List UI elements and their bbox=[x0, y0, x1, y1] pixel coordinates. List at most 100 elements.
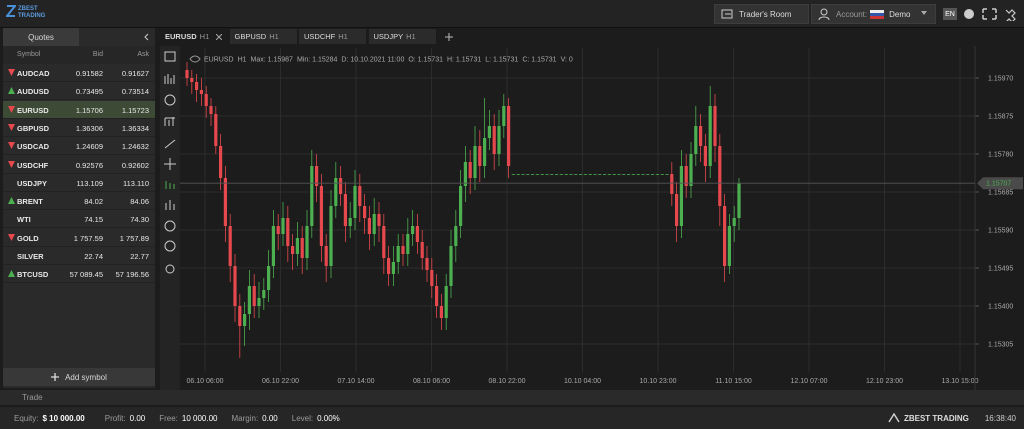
add-tab[interactable] bbox=[444, 32, 454, 42]
direction-icon bbox=[8, 270, 15, 278]
direction-icon bbox=[8, 160, 15, 168]
traders-room: Trader's Room bbox=[739, 9, 792, 19]
column-header: Symbol bbox=[17, 51, 41, 58]
y-tick-label: 1.15780 bbox=[988, 152, 1013, 159]
chart-tab[interactable]: USDCHF H1 bbox=[299, 29, 367, 44]
candle-body bbox=[535, 174, 539, 175]
x-tick-label: 08.10 06:00 bbox=[413, 378, 450, 385]
candle-body bbox=[550, 174, 554, 175]
candle-body bbox=[588, 174, 592, 175]
candle-body bbox=[679, 166, 683, 226]
current-price: 1.15707 bbox=[986, 181, 1011, 188]
candle-body bbox=[257, 298, 261, 306]
trade-bar[interactable]: Trade bbox=[0, 390, 1024, 405]
y-tick-label: 1.15970 bbox=[988, 76, 1013, 83]
quote-row[interactable]: AUDCAD 0.91582 0.91627 bbox=[3, 64, 155, 82]
ask: 1.15723 bbox=[121, 105, 149, 115]
candle-body bbox=[262, 290, 266, 298]
candle-body bbox=[617, 174, 621, 175]
level-label: Level: bbox=[291, 413, 314, 423]
toolbar-icons bbox=[964, 8, 1016, 21]
tool[interactable] bbox=[164, 158, 176, 170]
quote-row[interactable]: GBPUSD 1.36306 1.36334 bbox=[3, 119, 155, 137]
language-button[interactable]: EN bbox=[943, 8, 957, 20]
tool[interactable] bbox=[165, 181, 175, 189]
account-selector[interactable]: Account: Demo bbox=[811, 4, 936, 24]
candle-body bbox=[583, 174, 587, 175]
quote-row[interactable]: USDJPY 113.109 113.110 bbox=[3, 174, 155, 192]
triangle bbox=[8, 197, 15, 205]
tool[interactable] bbox=[165, 200, 175, 210]
candle-body bbox=[334, 178, 338, 206]
quote-row[interactable]: EURUSD 1.15706 1.15723 bbox=[3, 100, 155, 119]
candle-body bbox=[579, 174, 583, 175]
candle-body bbox=[521, 174, 525, 175]
tool[interactable] bbox=[164, 74, 175, 84]
close-icon bbox=[216, 33, 222, 40]
direction-icon bbox=[8, 233, 15, 241]
tool[interactable] bbox=[164, 51, 176, 62]
tool[interactable] bbox=[165, 264, 175, 274]
candle-body bbox=[684, 166, 688, 186]
candle-body bbox=[473, 146, 477, 178]
add-symbol-button[interactable]: Add symbol bbox=[3, 368, 155, 386]
chart-tab[interactable]: EURUSD H1 bbox=[160, 29, 228, 44]
traders-room-button[interactable]: Trader's Room bbox=[714, 4, 809, 24]
tool[interactable] bbox=[164, 139, 176, 149]
tool-icons bbox=[164, 51, 176, 274]
top-bar: ZBEST TRADING Trader's Room Account: Dem… bbox=[0, 0, 1024, 28]
settings-icon[interactable] bbox=[1005, 9, 1016, 21]
tool[interactable] bbox=[164, 220, 176, 232]
quotes-tab[interactable]: Quotes bbox=[3, 28, 79, 46]
candle-body bbox=[612, 174, 616, 175]
quote-row[interactable]: USDCAD 1.24609 1.24632 bbox=[3, 137, 155, 156]
collapse-icon[interactable] bbox=[143, 33, 151, 41]
tool[interactable] bbox=[164, 240, 176, 252]
candle-body bbox=[199, 90, 203, 94]
tool[interactable] bbox=[164, 117, 175, 126]
candle-body bbox=[315, 166, 319, 186]
add-symbol: Add symbol bbox=[65, 372, 107, 382]
candle-body bbox=[487, 126, 491, 138]
candle-body bbox=[483, 138, 487, 166]
quote-row[interactable]: WTI 74.15 74.30 bbox=[3, 210, 155, 229]
plus-icon bbox=[51, 373, 60, 381]
chart-tab[interactable]: GBPUSD H1 bbox=[229, 29, 298, 44]
bid: 1.15706 bbox=[75, 105, 103, 115]
info-text: H1 bbox=[238, 57, 247, 64]
candle-body bbox=[607, 174, 611, 175]
tab-symbol: USDCHF bbox=[304, 32, 336, 41]
ask: 0.91627 bbox=[121, 69, 149, 78]
candle-body bbox=[367, 218, 371, 234]
grid bbox=[180, 48, 975, 372]
ask: 113.110 bbox=[123, 178, 149, 188]
symbol: SILVER bbox=[17, 252, 44, 261]
close-tab[interactable] bbox=[216, 33, 222, 40]
theme-icon[interactable] bbox=[964, 9, 974, 19]
bid: 113.109 bbox=[76, 178, 103, 188]
quote-row[interactable]: GOLD 1 757.59 1 757.89 bbox=[3, 229, 155, 247]
candle-body bbox=[468, 162, 472, 178]
candle-body bbox=[310, 166, 314, 226]
triangle bbox=[8, 233, 15, 241]
candle-body bbox=[233, 266, 237, 306]
candle-body bbox=[545, 174, 549, 175]
eye-icon[interactable] bbox=[189, 55, 201, 63]
quote-row[interactable]: SILVER 22.74 22.77 bbox=[3, 247, 155, 265]
x-tick-label: 10.10 23:00 bbox=[640, 378, 677, 385]
x-tick-label: 06.10 06:00 bbox=[187, 378, 224, 385]
chart-tab[interactable]: USDJPY H1 bbox=[368, 29, 437, 44]
candle-body bbox=[670, 174, 674, 194]
tool[interactable] bbox=[164, 94, 176, 106]
quote-row[interactable]: BRENT 84.02 84.06 bbox=[3, 192, 155, 211]
y-tick-label: 1.15400 bbox=[988, 304, 1013, 311]
quote-row[interactable]: AUDUSD 0.73495 0.73514 bbox=[3, 82, 155, 101]
fullscreen-icon[interactable] bbox=[982, 8, 997, 20]
quote-row[interactable]: BTCUSD 57 089.45 57 196.56 bbox=[3, 265, 155, 284]
candle-body bbox=[425, 258, 429, 270]
quote-row[interactable]: USDCHF 0.92576 0.92602 bbox=[3, 156, 155, 174]
info-text: EURUSD bbox=[204, 57, 234, 64]
tab-timeframe: H1 bbox=[269, 32, 279, 41]
symbol: WTI bbox=[17, 215, 31, 225]
candle-body bbox=[723, 206, 727, 266]
